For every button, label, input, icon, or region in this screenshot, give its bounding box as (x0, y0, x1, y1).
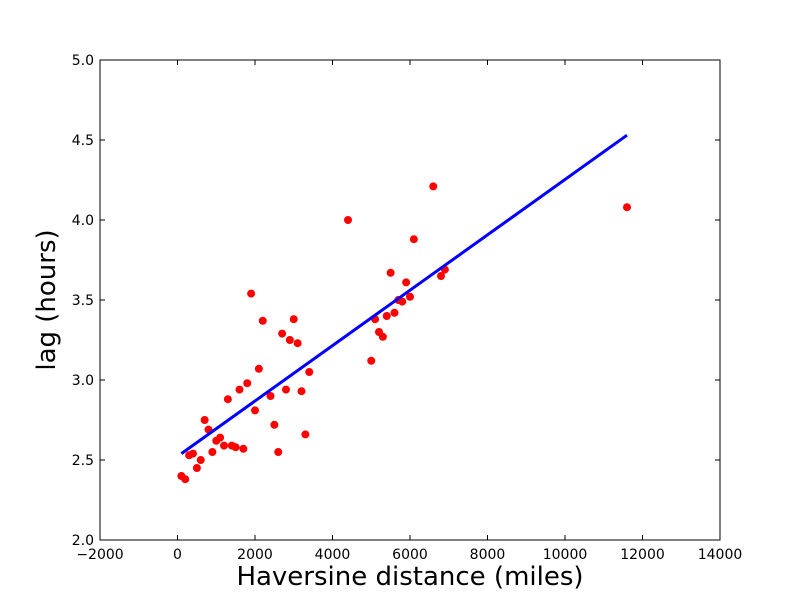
y-tick-label: 4.5 (72, 133, 94, 149)
scatter-point (266, 392, 275, 400)
scatter-point (367, 356, 376, 365)
x-tick-label: −2000 (76, 547, 123, 563)
scatter-point (386, 268, 395, 277)
scatter-point (239, 444, 248, 453)
scatter-point (258, 316, 267, 325)
scatter-point (344, 216, 352, 224)
x-tick-label: 10000 (543, 547, 588, 563)
scatter-point (223, 395, 232, 404)
fit-line (180, 133, 628, 455)
scatter-point (293, 339, 302, 348)
scatter-point (378, 332, 387, 341)
scatter-point (270, 420, 279, 429)
x-tick-label: 14000 (698, 547, 743, 563)
scatter-point (278, 329, 287, 338)
scatter-point (282, 385, 290, 394)
y-tick-label: 2.0 (72, 533, 94, 549)
scatter-point (623, 203, 631, 212)
scatter-point (192, 464, 201, 472)
y-tick-label: 3.0 (72, 373, 94, 389)
scatter-point (274, 448, 283, 456)
scatter-point (181, 475, 190, 484)
scatter-point (406, 292, 414, 301)
scatter-point (437, 272, 445, 280)
scatter-point (200, 416, 209, 424)
scatter-point (289, 315, 298, 324)
scatter-point (297, 387, 306, 396)
y-tick-label: 3.5 (72, 293, 94, 309)
x-axis-label: Haversine distance (miles) (236, 562, 583, 592)
scatter-point (409, 235, 418, 244)
x-tick-label: 12000 (620, 547, 665, 563)
axis-ticks (99, 59, 721, 541)
scatter-point (251, 406, 259, 415)
scatter-point (285, 336, 294, 344)
x-tick-label: 0 (173, 547, 182, 563)
scatter-point (254, 364, 263, 373)
y-axis-label: lag (hours) (32, 229, 62, 370)
scatter-point (208, 448, 217, 456)
scatter-point (247, 289, 256, 298)
scatter-point (216, 433, 225, 442)
scatter-point (231, 443, 240, 452)
scatter-point (382, 312, 391, 320)
scatter-point (398, 297, 407, 306)
fit-line-group (180, 133, 628, 455)
scatter-point (390, 308, 399, 317)
y-tick-label: 4.0 (72, 213, 94, 229)
x-tick-label: 8000 (470, 547, 506, 563)
scatter-point (305, 368, 314, 376)
scatter-point (196, 456, 205, 464)
x-tick-label: 6000 (392, 547, 428, 563)
scatter-point (429, 182, 438, 191)
scatter-point (301, 430, 310, 439)
y-tick-label: 2.5 (72, 453, 94, 469)
y-tick-label: 5.0 (72, 53, 94, 69)
scatter-point (243, 379, 252, 388)
axis-tick-labels: −2000 0 2000 4000 6000 8000 10000 12000 14000 2.0… (72, 53, 743, 563)
x-tick-label: 2000 (237, 547, 273, 563)
scatter-point (235, 385, 244, 394)
scatter-point (402, 278, 411, 287)
scatter-point (189, 449, 197, 458)
scatter-point (220, 441, 228, 450)
x-tick-label: 4000 (315, 547, 351, 563)
data-points (177, 182, 631, 484)
